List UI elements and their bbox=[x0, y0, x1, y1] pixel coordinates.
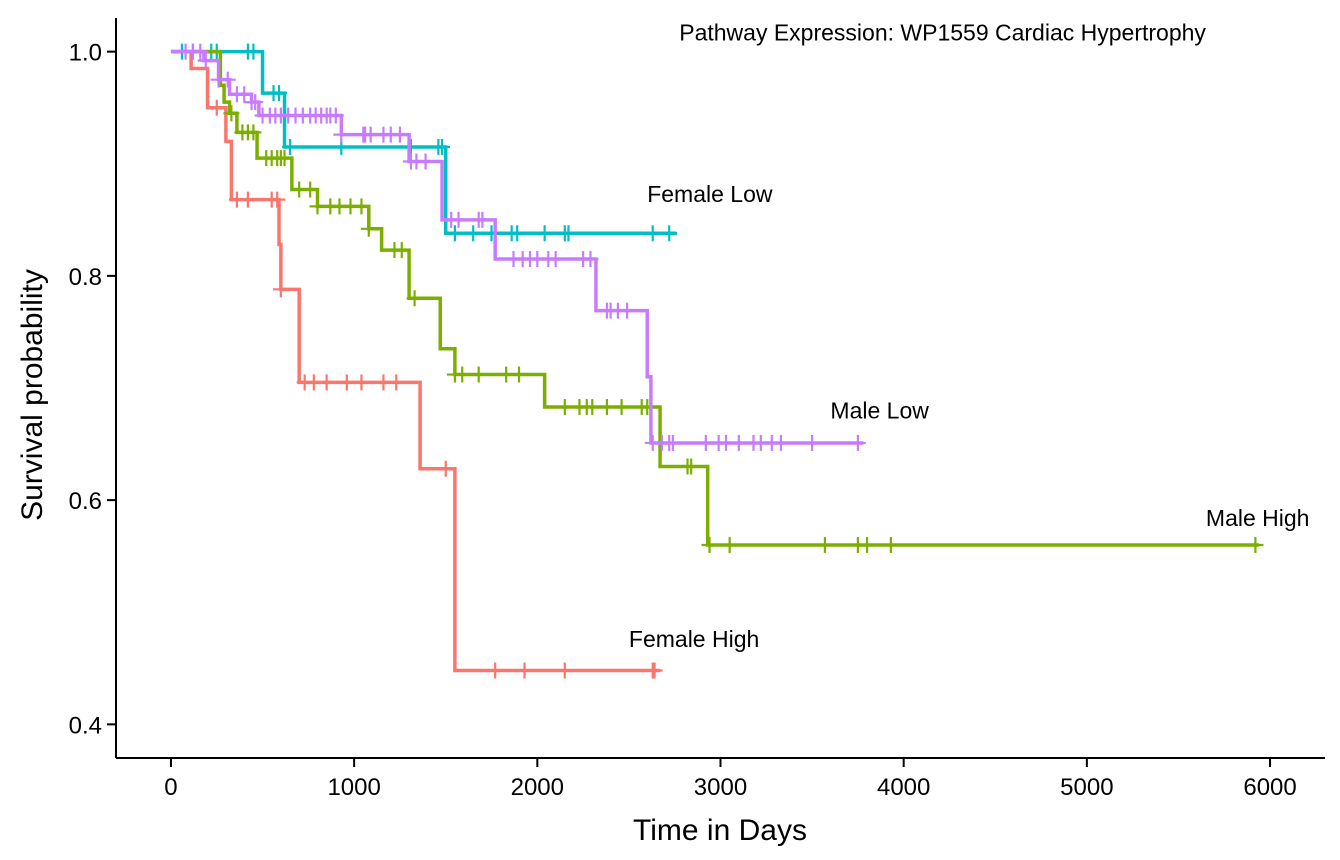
series-layer bbox=[170, 43, 1264, 679]
series-line bbox=[170, 49, 661, 673]
y-tick-label: 0.4 bbox=[69, 712, 102, 739]
annotations: Pathway Expression: WP1559 Cardiac Hyper… bbox=[629, 19, 1310, 652]
annotation-female-low: Female Low bbox=[647, 181, 773, 207]
x-tick-label: 0 bbox=[164, 774, 177, 801]
series-female-high bbox=[170, 49, 663, 679]
x-tick-label: 1000 bbox=[327, 774, 380, 801]
series-male-high bbox=[170, 49, 1264, 553]
series-line bbox=[170, 49, 1260, 547]
x-tick-label: 4000 bbox=[877, 774, 930, 801]
annotation-male-low: Male Low bbox=[830, 397, 929, 423]
series-female-low bbox=[170, 43, 678, 242]
y-tick-label: 0.8 bbox=[69, 264, 102, 291]
x-tick-label: 5000 bbox=[1060, 774, 1113, 801]
y-tick-label: 1.0 bbox=[69, 40, 102, 67]
x-tick-label: 2000 bbox=[511, 774, 564, 801]
y-axis-title: Survival probability bbox=[16, 269, 49, 521]
annotation-male-high: Male High bbox=[1206, 505, 1310, 531]
axes: 0 1000 2000 3000 4000 5000 6000 0.4 0.6 0.8 1.0 bbox=[69, 18, 1325, 801]
y-tick-label: 0.6 bbox=[69, 488, 102, 515]
x-tick-label: 6000 bbox=[1243, 774, 1296, 801]
x-tick-label: 3000 bbox=[694, 774, 747, 801]
annotation-female-high: Female High bbox=[629, 626, 759, 652]
annotation-pathway-expression-wp155: Pathway Expression: WP1559 Cardiac Hyper… bbox=[679, 19, 1206, 45]
series-male-low bbox=[170, 43, 866, 451]
x-axis-title: Time in Days bbox=[633, 814, 807, 847]
